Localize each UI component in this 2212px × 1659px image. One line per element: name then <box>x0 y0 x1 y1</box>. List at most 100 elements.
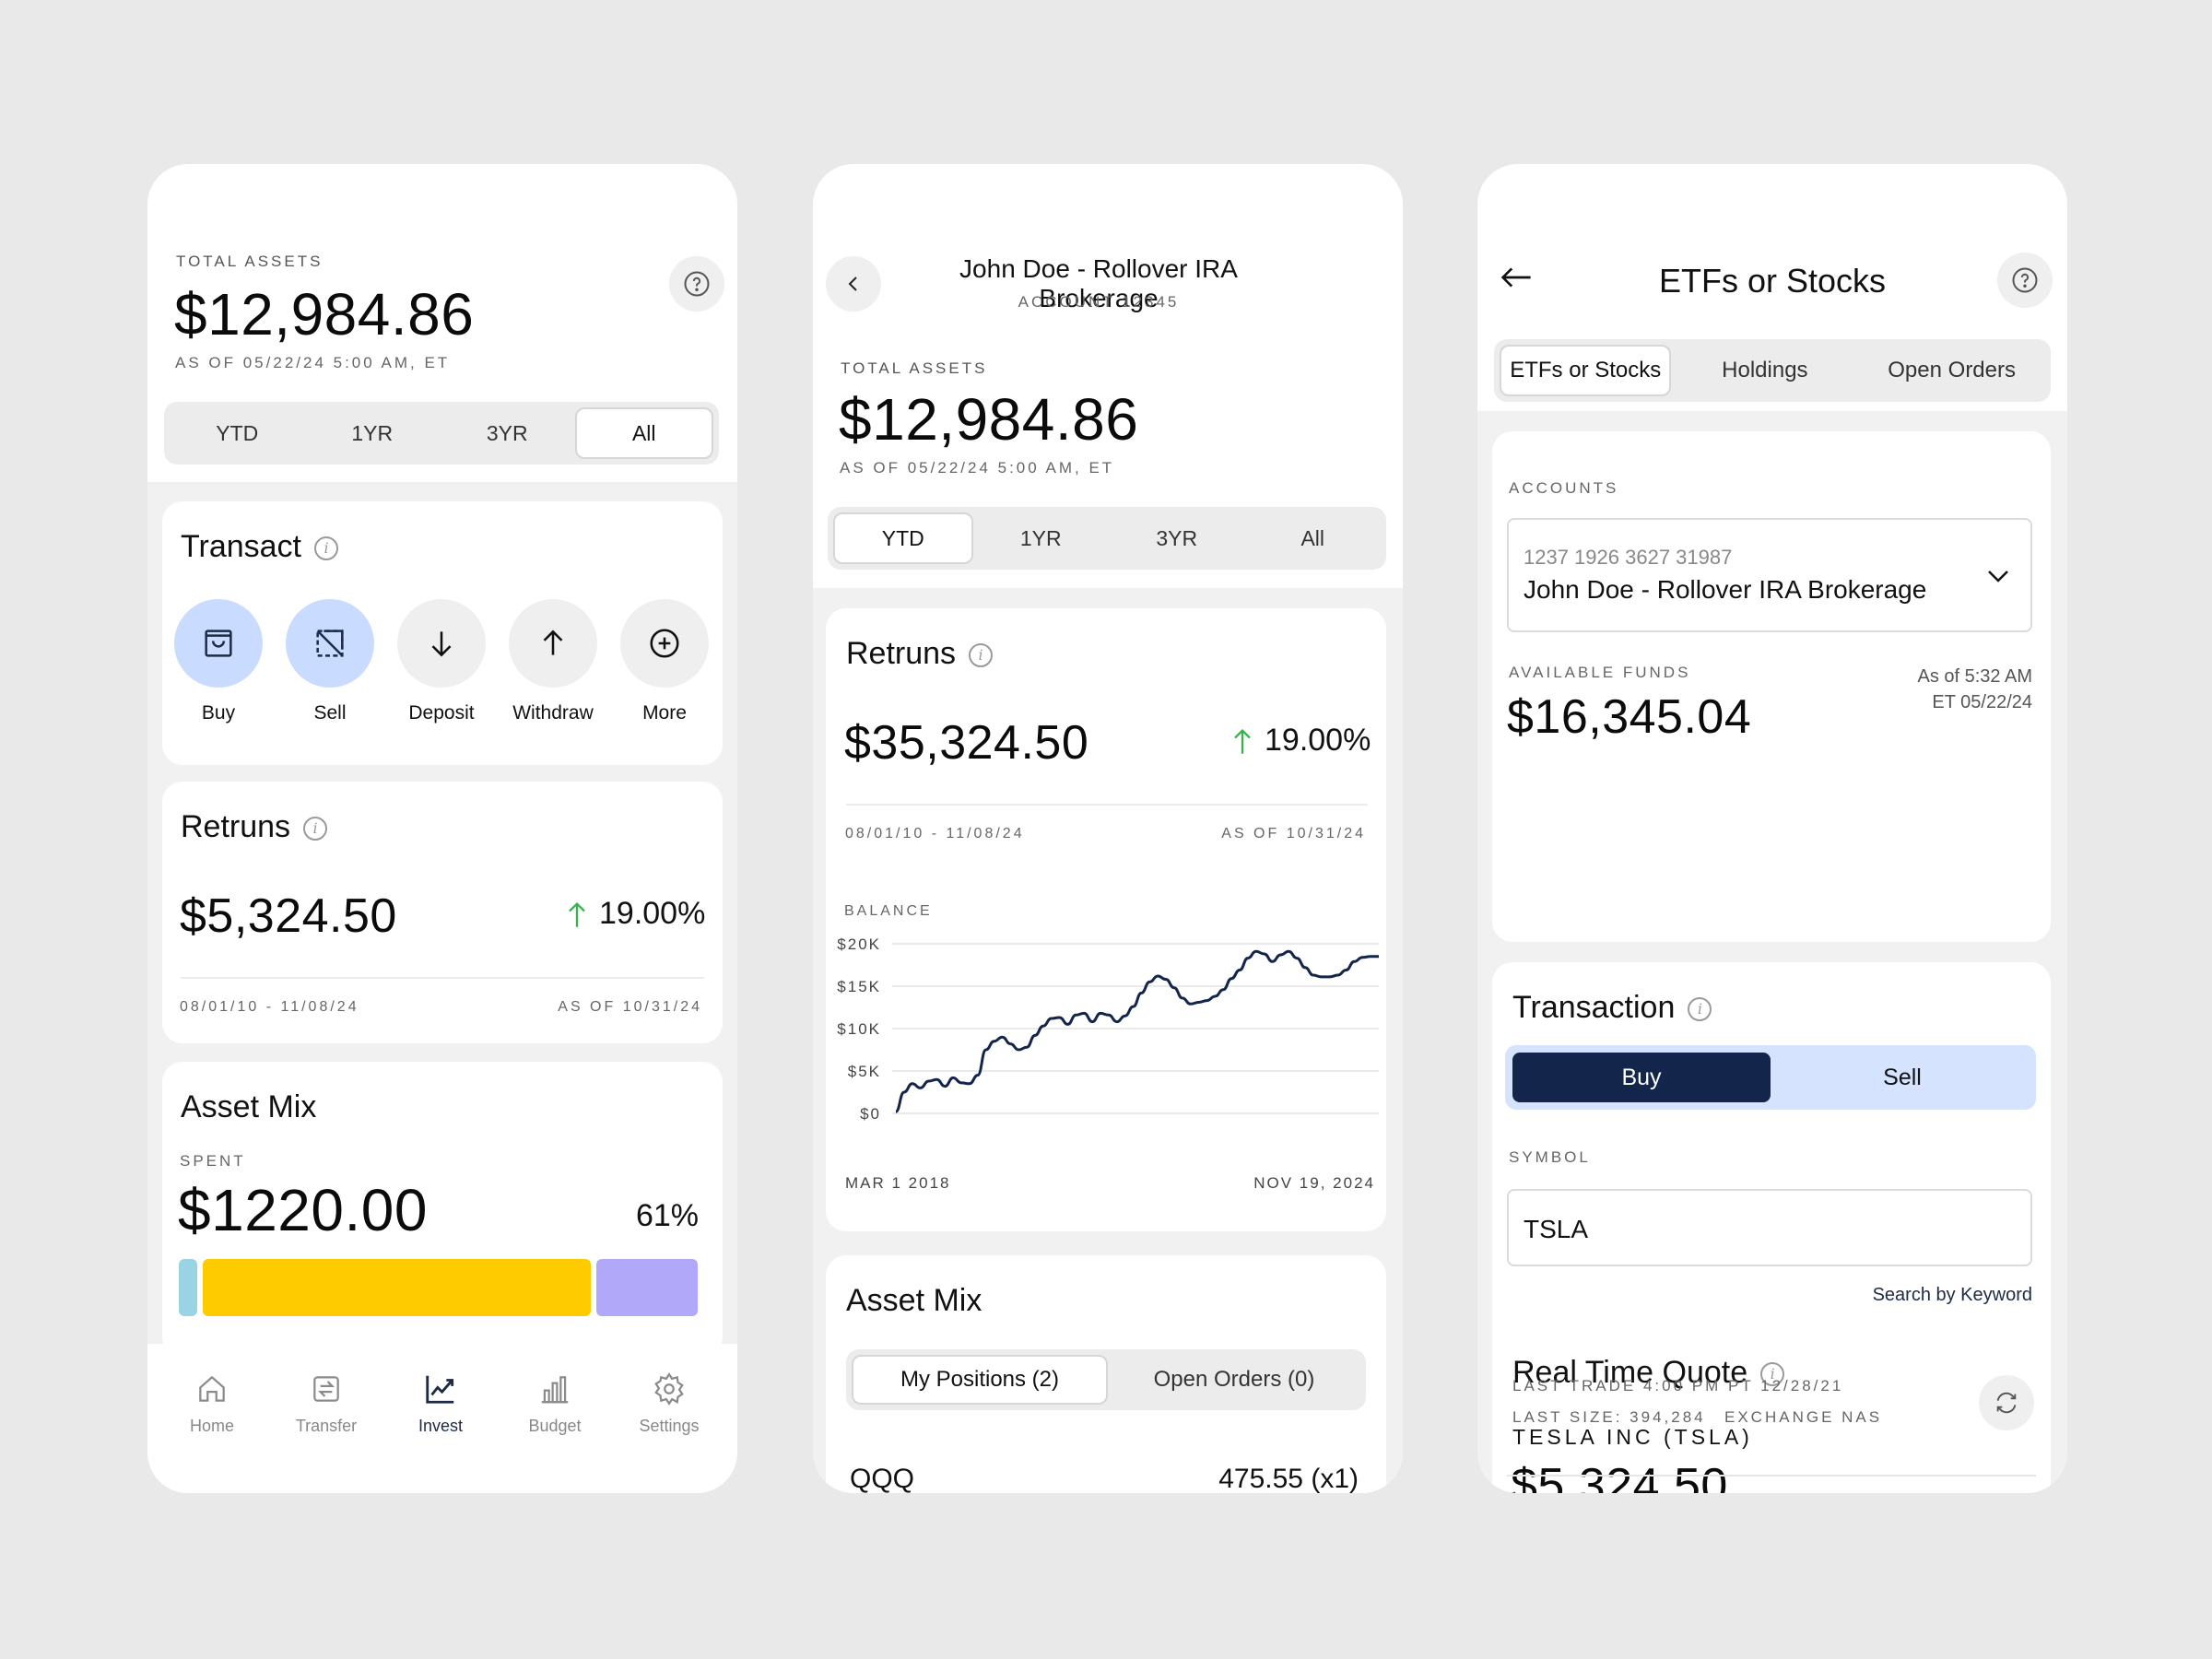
asset-mix-card: Asset Mix My Positions (2) Open Orders (… <box>826 1255 1386 1493</box>
spent-percent: 61% <box>635 1198 699 1233</box>
quote-title: Real Time Quote i <box>1512 1355 1785 1391</box>
buy-label: Buy <box>201 702 236 724</box>
balance-line <box>895 949 1379 1113</box>
more-label: More <box>642 702 687 724</box>
back-button[interactable] <box>826 256 881 312</box>
total-assets-label: TOTAL ASSETS <box>176 253 324 270</box>
period-1yr[interactable]: 1YR <box>1019 525 1062 550</box>
y-tick-label: $10K <box>837 1020 881 1038</box>
x-axis-end: NOV 19, 2024 <box>1253 1174 1375 1192</box>
transaction-card: Transaction i Buy Sell SYMBOL TSLA Search… <box>1492 962 2051 1493</box>
tab-my-positions[interactable]: My Positions (2) <box>852 1355 1108 1405</box>
deposit-label: Deposit <box>408 702 475 724</box>
back-button[interactable] <box>1500 264 1533 296</box>
x-axis-start: MAR 1 2018 <box>845 1174 951 1192</box>
chart-line-icon <box>426 1375 454 1404</box>
arrow-down-icon <box>431 631 452 657</box>
nav-settings[interactable]: Settings <box>614 1371 724 1436</box>
deposit-action[interactable]: Deposit <box>397 599 486 724</box>
nav-transfer[interactable]: Transfer <box>271 1371 382 1436</box>
help-button[interactable] <box>669 256 724 312</box>
chevron-down-icon <box>1988 571 2008 582</box>
returns-title: Retruns i <box>846 636 994 672</box>
mix-bar-segment <box>203 1259 591 1316</box>
period-all[interactable]: All <box>1300 525 1325 550</box>
company-name: TESLA INC (TSLA) <box>1512 1425 1753 1449</box>
balance-label: BALANCE <box>844 903 933 919</box>
tab-etfs-or-stocks[interactable]: ETFs or Stocks <box>1500 345 1672 396</box>
account-select[interactable]: 1237 1926 3627 31987 John Doe - Rollover… <box>1507 518 2032 632</box>
info-icon[interactable]: i <box>314 536 339 561</box>
total-assets-value: $12,984.86 <box>174 281 475 347</box>
account-name: John Doe - Rollover IRA Brokerage <box>1524 575 1927 604</box>
period-3yr[interactable]: 3YR <box>486 420 528 445</box>
returns-percent: 19.00% <box>564 896 705 932</box>
chevron-left-icon <box>848 276 857 291</box>
spent-label: SPENT <box>180 1152 246 1170</box>
period-ytd[interactable]: YTD <box>833 512 973 564</box>
mix-bar-segment <box>596 1259 698 1316</box>
returns-as-of: AS OF 10/31/24 <box>1221 826 1366 841</box>
divider <box>846 804 1368 806</box>
arrow-up-icon <box>543 629 563 655</box>
divider <box>1507 1475 2036 1477</box>
last-size: LAST SIZE: 394,284 <box>1512 1408 1706 1426</box>
spent-value: $1220.00 <box>178 1177 428 1243</box>
buy-action[interactable]: Buy <box>174 599 263 724</box>
position-value: 475.55 (x1) <box>1218 1464 1359 1493</box>
buy-sell-toggle: Buy Sell <box>1505 1045 2036 1110</box>
transact-card: Transact i Buy Sell Deposit Withdraw More <box>162 501 723 765</box>
account-name: John Doe - Rollover IRA Brokerage <box>959 254 1238 312</box>
nav-home[interactable]: Home <box>157 1371 267 1436</box>
asset-tabs: My Positions (2) Open Orders (0) <box>846 1349 1366 1410</box>
search-by-keyword-link[interactable]: Search by Keyword <box>1872 1285 2032 1305</box>
sell-button[interactable]: Sell <box>1883 1064 1922 1090</box>
divider <box>181 977 704 979</box>
help-icon <box>684 271 710 297</box>
accounts-card: ACCOUNTS 1237 1926 3627 31987 John Doe -… <box>1492 431 2051 942</box>
refresh-icon <box>1996 1392 2017 1414</box>
period-selector: YTD 1YR 3YR All <box>164 402 719 465</box>
period-3yr[interactable]: 3YR <box>1156 525 1198 550</box>
returns-title: Retruns i <box>181 809 328 845</box>
period-ytd[interactable]: YTD <box>216 420 259 445</box>
sell-label: Sell <box>313 702 347 724</box>
returns-card: Retruns i $35,324.50 19.00% 08/01/10 - 11… <box>826 608 1386 1231</box>
withdraw-action[interactable]: Withdraw <box>509 599 597 724</box>
period-1yr[interactable]: 1YR <box>351 420 394 445</box>
sell-action[interactable]: Sell <box>286 599 374 724</box>
more-action[interactable]: More <box>620 599 709 724</box>
info-icon[interactable]: i <box>303 817 328 841</box>
nav-invest[interactable]: Invest <box>385 1371 496 1436</box>
tab-open-orders[interactable]: Open Orders <box>1888 358 2016 382</box>
info-icon[interactable]: i <box>1760 1362 1785 1387</box>
y-tick-label: $15K <box>837 978 881 995</box>
returns-as-of: AS OF 10/31/24 <box>558 999 702 1015</box>
total-assets-value: $12,984.86 <box>839 386 1139 453</box>
trade-tabs: ETFs or Stocks Holdings Open Orders <box>1494 339 2051 402</box>
tab-open-orders[interactable]: Open Orders (0) <box>1153 1367 1315 1392</box>
period-selector: YTD 1YR 3YR All <box>828 507 1386 570</box>
info-icon[interactable]: i <box>969 643 994 668</box>
tab-holdings[interactable]: Holdings <box>1722 358 1808 382</box>
total-assets-label: TOTAL ASSETS <box>841 359 988 377</box>
accounts-label: ACCOUNTS <box>1509 479 1619 497</box>
period-all[interactable]: All <box>574 407 713 459</box>
funds-as-of: As of 5:32 AM ET 05/22/24 <box>1917 666 2032 712</box>
help-button[interactable] <box>1997 253 2053 308</box>
invest-screen: TOTAL ASSETS $12,984.86 AS OF 05/22/24 5… <box>147 164 737 1493</box>
buy-button[interactable]: Buy <box>1512 1053 1771 1102</box>
position-symbol: QQQ <box>850 1464 915 1493</box>
bar-chart-icon <box>541 1376 569 1404</box>
symbol-input[interactable]: TSLA <box>1507 1189 2032 1266</box>
help-icon <box>2012 267 2038 293</box>
info-icon[interactable]: i <box>1688 997 1712 1022</box>
gear-icon <box>654 1372 684 1406</box>
plus-circle-icon <box>650 629 679 658</box>
symbol-label: SYMBOL <box>1509 1148 1591 1166</box>
account-screen: John Doe - Rollover IRA Brokerage ACCOUN… <box>813 164 1403 1493</box>
arrow-left-icon <box>1500 267 1531 288</box>
refresh-button[interactable] <box>1979 1375 2034 1430</box>
arrow-up-icon <box>569 901 585 927</box>
nav-budget[interactable]: Budget <box>500 1371 610 1436</box>
